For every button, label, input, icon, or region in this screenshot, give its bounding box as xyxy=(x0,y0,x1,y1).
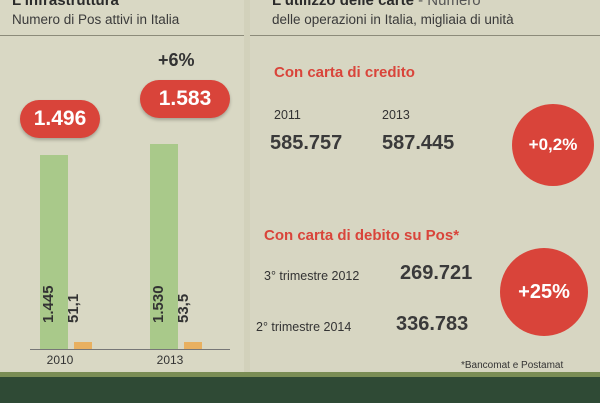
footer-band xyxy=(0,372,600,403)
pos-change-label: +6% xyxy=(158,50,195,70)
x-tick-2013: 2013 xyxy=(156,353,184,367)
debit-value-1: 269.721 xyxy=(400,262,473,284)
credit-year-1: 2011 xyxy=(274,108,301,122)
footnote: *Bancomat e Postamat xyxy=(461,360,564,371)
bar-active-pos-2013 xyxy=(150,144,178,349)
debit-period-1: 3° trimestre 2012 xyxy=(264,269,360,283)
x-tick-2010: 2010 xyxy=(46,353,74,367)
bar-secondary-2010 xyxy=(74,342,92,349)
cards-panel: L'utilizzo delle carte - Numero delle op… xyxy=(250,0,600,372)
debit-change-badge: +25% xyxy=(500,248,588,336)
pos-panel: L'infrastruttura Numero di Pos attivi in… xyxy=(0,0,244,372)
credit-heading: Con carta di credito xyxy=(274,64,415,81)
credit-change-badge: +0,2% xyxy=(512,104,594,186)
pos-panel-title: L'infrastruttura xyxy=(12,0,119,9)
panel-divider xyxy=(244,0,250,372)
footer-stripe xyxy=(0,372,600,377)
cards-panel-title: L'utilizzo delle carte - Numero xyxy=(272,0,481,9)
credit-year-2: 2013 xyxy=(382,108,410,122)
cards-panel-subtitle: delle operazioni in Italia, migliaia di … xyxy=(272,12,514,27)
cards-panel-title-main: L'utilizzo delle carte xyxy=(272,0,414,9)
bar-label-2013-green: 1.530 xyxy=(150,285,167,323)
bar-secondary-2013 xyxy=(184,341,202,349)
debit-value-2: 336.783 xyxy=(396,313,469,335)
bar-label-2010-orange: 51,1 xyxy=(65,293,82,323)
pos-panel-rule xyxy=(0,35,244,36)
total-pill-2010: 1.496 xyxy=(20,100,100,138)
credit-value-2: 587.445 xyxy=(382,132,455,154)
credit-value-1: 585.757 xyxy=(270,132,343,154)
bar-label-2010-green: 1.445 xyxy=(40,285,57,323)
total-pill-2013: 1.583 xyxy=(140,80,230,118)
debit-heading: Con carta di debito su Pos* xyxy=(264,227,460,244)
cards-panel-title-suffix: - Numero xyxy=(413,0,481,9)
x-axis xyxy=(30,349,230,350)
cards-panel-rule xyxy=(250,35,600,36)
bar-active-pos-2010 xyxy=(40,155,68,349)
debit-period-2: 2° trimestre 2014 xyxy=(256,320,352,334)
bar-label-2013-orange: 53,5 xyxy=(175,293,192,323)
pos-panel-subtitle: Numero di Pos attivi in Italia xyxy=(12,12,180,27)
